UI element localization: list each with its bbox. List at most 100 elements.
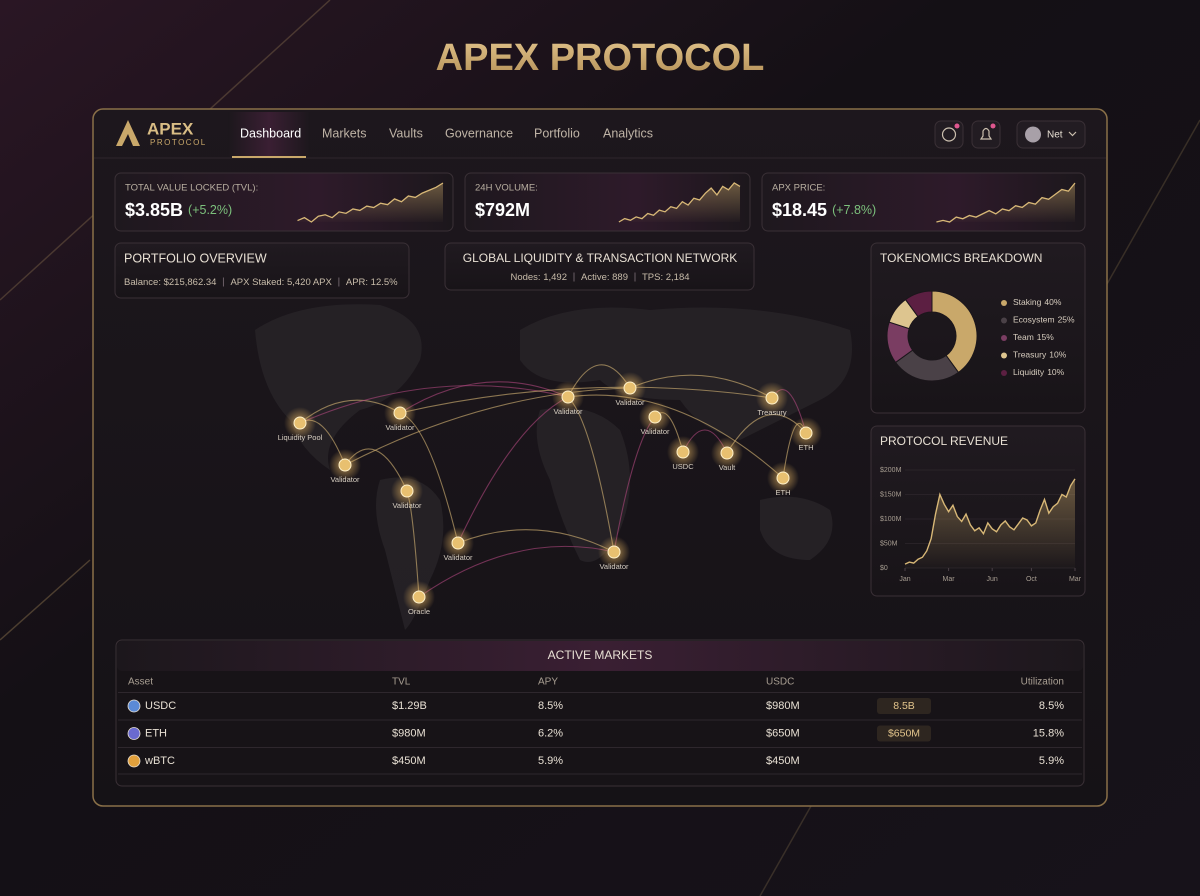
decor-streak [0, 559, 91, 641]
revenue-area [905, 478, 1075, 568]
legend-swatch [1001, 370, 1007, 376]
network-link [567, 394, 784, 479]
stat-change: (+5.2%) [188, 203, 232, 217]
cell: 15.8% [1033, 727, 1064, 739]
network-map: Liquidity Pool Validator Validator Validato… [255, 304, 852, 630]
nav-links: Dashboard Markets Vaults Governance Portfoli… [228, 112, 653, 158]
network-link [457, 529, 615, 553]
revenue-line [904, 478, 1076, 565]
cell: $650M [766, 727, 800, 739]
cell: 5.9% [538, 755, 563, 767]
node-label: Validator [640, 427, 670, 436]
legend-entry: Staking 40% [1013, 297, 1062, 307]
legend-entry: Treasury 10% [1013, 350, 1067, 360]
network-link [418, 545, 615, 598]
cell: 8.5% [1039, 700, 1064, 712]
logo-text: APEX [147, 119, 194, 138]
chevron [1068, 131, 1077, 137]
node-label: Validator [599, 562, 629, 571]
bell-icon [979, 127, 993, 140]
column-header: TVL [392, 677, 411, 688]
network-link [299, 385, 569, 424]
cell: $980M [766, 700, 800, 712]
stat-item: Balance: $215,862.34 [124, 277, 216, 288]
cell: $980M [392, 727, 426, 739]
node-label: Validator [392, 501, 422, 510]
sparkline [297, 182, 444, 223]
legend-swatch [1001, 300, 1007, 306]
y-tick-label: $200M [880, 467, 902, 474]
map-landmass [760, 496, 833, 560]
stat-value: $3.85B (+5.2%) [125, 200, 232, 220]
legend-entry: Team 15% [1013, 332, 1054, 342]
nav-link[interactable]: Markets [322, 126, 366, 140]
network-node [293, 416, 307, 430]
logo-mark [116, 120, 140, 146]
x-tick-label: Mar [1069, 576, 1082, 583]
node-label: ETH [776, 488, 791, 497]
stat-value: $18.45 (+7.8%) [772, 200, 876, 220]
network-node [720, 446, 734, 460]
legend-swatch [1001, 317, 1007, 324]
nav-link[interactable]: Vaults [389, 126, 423, 140]
asset-icon [127, 699, 141, 713]
notification-dot [990, 123, 996, 129]
stat-item: Active: 889 [581, 272, 628, 283]
stat-item: APR: 12.5% [346, 277, 398, 288]
x-tick-label: Oct [1026, 576, 1037, 583]
node-label: Validator [385, 423, 415, 432]
portfolio-card [114, 242, 410, 299]
asset-icon [127, 754, 141, 768]
y-tick-label: $100M [880, 516, 902, 523]
legend-entry: Ecosystem 25% [1013, 315, 1075, 325]
cell: $450M [766, 755, 800, 767]
sparkline [618, 182, 741, 223]
column-header: Asset [128, 677, 153, 688]
notification-dot [954, 123, 960, 129]
stat-cards: TOTAL VALUE LOCKED (TVL): $3.85B (+5.2%) 24… [114, 172, 1086, 232]
network-node [393, 406, 407, 420]
cell: $450M [392, 755, 426, 767]
user-name: Net [1047, 130, 1063, 141]
network-link [629, 374, 773, 399]
portfolio-stats: Balance: $215,862.34 APX Staked: 5,420 AP… [124, 277, 398, 288]
network-link [399, 386, 773, 414]
legend-name: Liquidity [1013, 367, 1045, 377]
network-node [451, 536, 465, 550]
legend-value: 10% [1047, 367, 1064, 377]
stat-number: $792M [475, 200, 530, 220]
column-header: APY [538, 677, 558, 688]
nav-link[interactable]: Analytics [603, 126, 653, 140]
donut-slice [904, 290, 933, 318]
legend-value: 40% [1044, 297, 1061, 307]
cell: 5.9% [1039, 755, 1064, 767]
legend-name: Ecosystem [1013, 315, 1055, 325]
stat-label: 24H VOLUME: [475, 183, 538, 194]
x-tick-label: Jun [987, 576, 998, 583]
stat-change: (+7.8%) [832, 203, 876, 217]
nav-link[interactable]: Portfolio [534, 126, 580, 140]
markets-table: Asset TVL APY USDC Utilization USDC $1.29B 8.5%… [118, 677, 1082, 775]
network-link [399, 381, 569, 414]
legend-name: Staking [1013, 297, 1042, 307]
asset-icon [127, 727, 141, 740]
stat-number: $18.45 [772, 200, 827, 220]
badge-bg [877, 698, 931, 714]
stat-item: APX Staked: 5,420 APX [230, 277, 332, 288]
network-node [765, 391, 779, 405]
network-link [344, 387, 631, 466]
nav-link[interactable]: Dashboard [240, 126, 301, 140]
node-label: Oracle [408, 607, 430, 616]
nav-link[interactable]: Governance [445, 126, 513, 140]
network-node [648, 410, 662, 424]
y-tick-label: $0 [880, 565, 888, 572]
network-node [776, 471, 790, 485]
map-landmass [536, 407, 630, 562]
stat-item: TPS: 2,184 [642, 272, 690, 283]
node-label: Validator [443, 553, 473, 562]
stat-value: $792M [475, 200, 530, 220]
map-landmass [376, 477, 444, 630]
bell-button[interactable] [971, 120, 1001, 149]
